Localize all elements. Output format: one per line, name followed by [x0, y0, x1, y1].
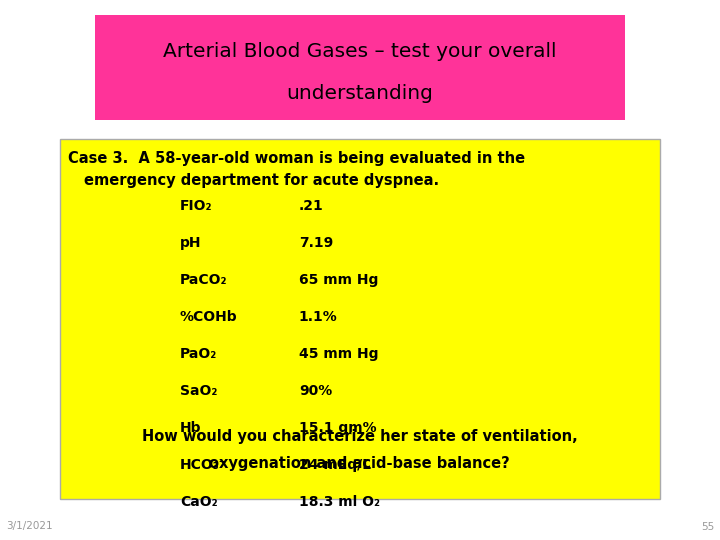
FancyBboxPatch shape [95, 15, 625, 120]
Text: 65 mm Hg: 65 mm Hg [299, 273, 378, 287]
Text: understanding: understanding [287, 84, 433, 103]
Text: Case 3.  A 58-year-old woman is being evaluated in the: Case 3. A 58-year-old woman is being eva… [68, 151, 526, 166]
Text: 15.1 gm%: 15.1 gm% [299, 421, 377, 435]
FancyBboxPatch shape [60, 139, 660, 499]
Text: 45 mm Hg: 45 mm Hg [299, 347, 378, 361]
Text: 24 mEq/L: 24 mEq/L [299, 457, 371, 471]
Text: %COHb: %COHb [180, 309, 238, 323]
Text: oxygenation and acid-base balance?: oxygenation and acid-base balance? [210, 456, 510, 471]
Text: HCO₃⁻: HCO₃⁻ [180, 457, 227, 471]
Text: Hb: Hb [180, 421, 202, 435]
Text: 3/1/2021: 3/1/2021 [6, 522, 53, 531]
Text: FIO₂: FIO₂ [180, 199, 212, 213]
Text: PaCO₂: PaCO₂ [180, 273, 228, 287]
Text: pH: pH [180, 235, 202, 249]
Text: 90%: 90% [299, 383, 332, 397]
Text: Arterial Blood Gases – test your overall: Arterial Blood Gases – test your overall [163, 42, 557, 61]
Text: .21: .21 [299, 199, 323, 213]
Text: 1.1%: 1.1% [299, 309, 338, 323]
Text: 55: 55 [701, 522, 714, 531]
Text: How would you characterize her state of ventilation,: How would you characterize her state of … [142, 429, 577, 444]
Text: CaO₂: CaO₂ [180, 495, 217, 509]
Text: emergency department for acute dyspnea.: emergency department for acute dyspnea. [84, 173, 439, 188]
Text: PaO₂: PaO₂ [180, 347, 217, 361]
Text: 7.19: 7.19 [299, 235, 333, 249]
Text: 18.3 ml O₂: 18.3 ml O₂ [299, 495, 380, 509]
Text: SaO₂: SaO₂ [180, 383, 217, 397]
